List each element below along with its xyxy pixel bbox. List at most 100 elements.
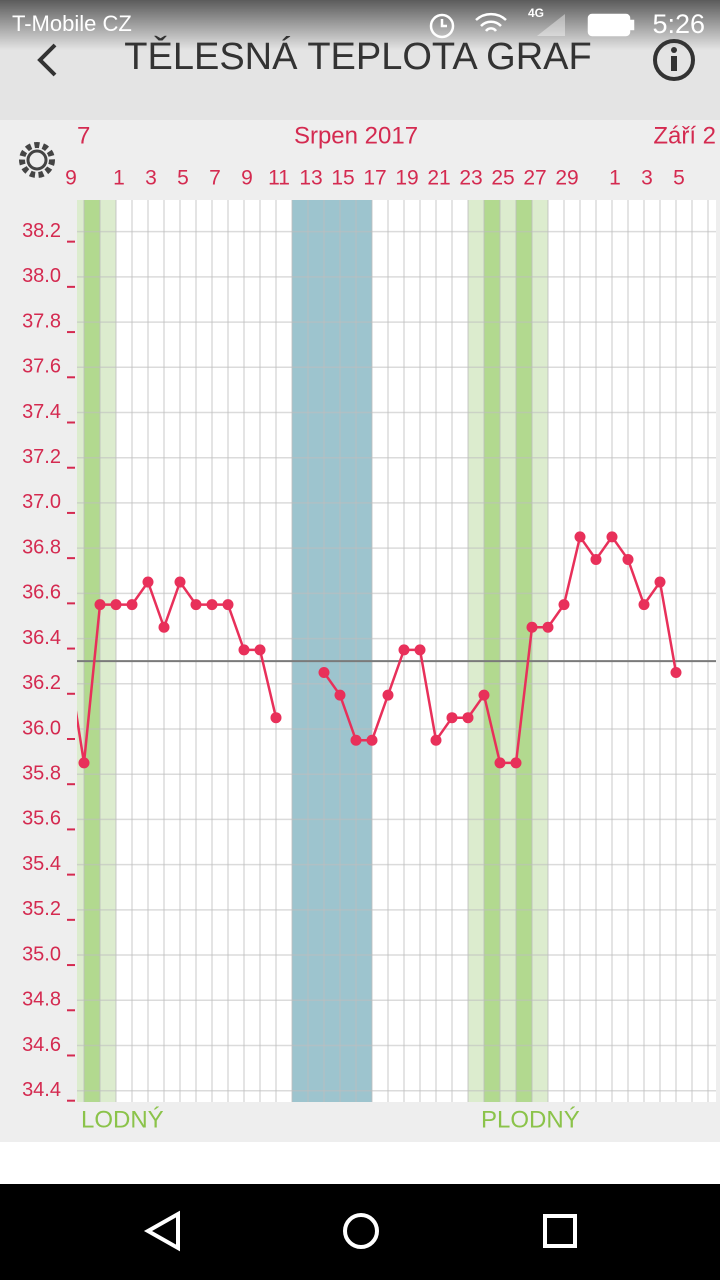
temperature-point — [430, 734, 442, 746]
band-label: LODNÝ — [81, 1106, 164, 1133]
spacer — [0, 1142, 720, 1184]
y-tick-label: 37.0 — [22, 491, 61, 513]
x-tick-label: 3 — [145, 167, 157, 190]
temperature-point — [110, 599, 122, 611]
back-button[interactable] — [37, 43, 57, 77]
x-tick-label: 1 — [609, 167, 621, 190]
x-tick-label: 21 — [427, 167, 450, 190]
x-tick-label: 5 — [177, 167, 189, 190]
temperature-point — [558, 599, 570, 611]
temperature-point — [254, 644, 266, 656]
plot — [77, 200, 716, 1102]
x-tick-label: 29 — [555, 167, 578, 190]
y-tick-label: 38.2 — [22, 220, 61, 242]
x-tick-label: 9 — [241, 167, 253, 190]
temperature-point — [190, 599, 202, 611]
y-tick-label: 37.2 — [22, 446, 61, 468]
y-tick-label: 37.8 — [22, 310, 61, 332]
temperature-point — [318, 666, 330, 678]
nav-home[interactable] — [343, 1213, 379, 1249]
y-tick-label: 35.4 — [22, 853, 61, 875]
plot-bg — [77, 200, 716, 1102]
temperature-point — [510, 757, 522, 769]
temperature-point — [590, 553, 602, 565]
month-label: Srpen 2017 — [294, 122, 418, 149]
temperature-point — [366, 734, 378, 746]
temperature-point — [158, 621, 170, 633]
temperature-point — [478, 689, 490, 701]
band — [484, 200, 500, 1102]
clock: 5:26 — [652, 9, 705, 39]
screen-title: TĚLESNÁ TEPLOTA GRAF — [124, 35, 591, 78]
temperature-point — [670, 666, 682, 678]
temperature-point — [206, 599, 218, 611]
y-tick-label: 36.8 — [22, 536, 61, 558]
temperature-point — [174, 576, 186, 588]
temperature-point — [446, 712, 458, 724]
y-tick-label: 37.6 — [22, 356, 61, 378]
band — [84, 200, 100, 1102]
temperature-point — [334, 689, 346, 701]
month-label: 7 — [77, 122, 90, 149]
y-tick-label: 35.8 — [22, 762, 61, 784]
y-tick-label: 35.0 — [22, 943, 61, 965]
x-tick-label: 15 — [331, 167, 354, 190]
temperature-point — [126, 599, 138, 611]
month-label: Září 2 — [653, 122, 716, 149]
temperature-point — [350, 734, 362, 746]
x-tick-label: 1 — [113, 167, 125, 190]
temperature-point — [94, 599, 106, 611]
y-tick-label: 36.6 — [22, 582, 61, 604]
temperature-point — [270, 712, 282, 724]
y-tick-label: 34.8 — [22, 989, 61, 1011]
nav-recent[interactable] — [543, 1214, 577, 1248]
x-tick-label: 23 — [459, 167, 482, 190]
y-tick-label: 37.4 — [22, 401, 61, 423]
y-tick-label: 34.6 — [22, 1034, 61, 1056]
temperature-point — [654, 576, 666, 588]
x-tick-label: 5 — [673, 167, 685, 190]
y-tick-label: 36.2 — [22, 672, 61, 694]
settings-button[interactable] — [19, 142, 55, 178]
x-tick-label: 9 — [65, 167, 77, 190]
x-tick-label: 27 — [523, 167, 546, 190]
temperature-point — [606, 531, 618, 543]
temperature-point — [638, 599, 650, 611]
x-tick-label: 25 — [491, 167, 514, 190]
x-tick-label: 7 — [209, 167, 221, 190]
temperature-point — [494, 757, 506, 769]
band-label: PLODNÝ — [481, 1106, 580, 1133]
y-tick-label: 38.0 — [22, 265, 61, 287]
temperature-point — [526, 621, 538, 633]
temperature-point — [542, 621, 554, 633]
temperature-point — [142, 576, 154, 588]
status-icons — [429, 12, 635, 39]
y-tick-label: 35.6 — [22, 808, 61, 830]
temperature-point — [574, 531, 586, 543]
network: 4G — [528, 6, 544, 20]
temperature-point — [622, 553, 634, 565]
y-tick-label: 36.4 — [22, 627, 61, 649]
temperature-point — [398, 644, 410, 656]
x-tick-label: 13 — [299, 167, 322, 190]
info-button[interactable] — [653, 39, 695, 81]
temperature-point — [414, 644, 426, 656]
temperature-point — [238, 644, 250, 656]
temperature-point — [382, 689, 394, 701]
y-tick-label: 35.2 — [22, 898, 61, 920]
x-tick-label: 3 — [641, 167, 653, 190]
carrier: T-Mobile CZ — [12, 11, 132, 36]
band — [516, 200, 532, 1102]
band — [468, 200, 548, 1102]
nav-bar — [0, 1184, 720, 1280]
temperature-point — [78, 757, 90, 769]
y-tick-label: 34.4 — [22, 1079, 61, 1101]
nav-back[interactable] — [143, 1210, 180, 1252]
y-tick-label: 36.0 — [22, 717, 61, 739]
temperature-point — [462, 712, 474, 724]
band — [292, 200, 372, 1102]
x-tick-label: 19 — [395, 167, 418, 190]
temperature-point — [222, 599, 234, 611]
